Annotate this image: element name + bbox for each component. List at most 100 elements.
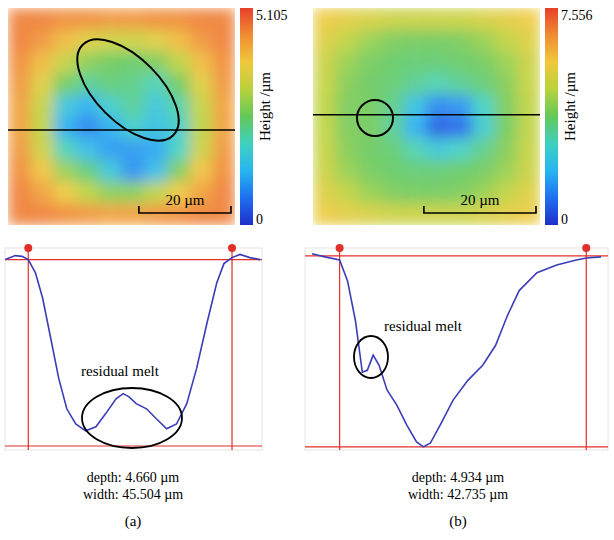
- heat-cell: [212, 30, 235, 52]
- heat-cell: [381, 160, 404, 182]
- colorbar-tick-label: 7.556: [561, 8, 593, 23]
- heat-cell: [336, 160, 359, 182]
- heat-cell: [495, 73, 518, 95]
- heat-cell: [381, 51, 404, 73]
- heat-cell: [76, 117, 99, 139]
- heat-cell: [313, 182, 336, 204]
- heat-cell: [358, 203, 381, 225]
- heat-cell: [53, 73, 76, 95]
- heat-cell: [313, 73, 336, 95]
- heat-cell: [76, 8, 99, 30]
- width-marker: [336, 244, 344, 252]
- heat-cell: [404, 8, 427, 30]
- heat-cell: [167, 8, 190, 30]
- heat-cell: [190, 30, 213, 52]
- heat-cell: [122, 182, 145, 204]
- heat-cell: [212, 138, 235, 160]
- scale-bar-label: 20 µm: [165, 192, 204, 208]
- depth-line: [5, 259, 262, 260]
- heat-cell: [76, 182, 99, 204]
- heat-cell: [404, 73, 427, 95]
- heat-cell: [212, 160, 235, 182]
- profile-plot: [5, 248, 262, 450]
- heat-cell: [8, 95, 31, 117]
- heat-cell: [336, 73, 359, 95]
- heat-cell: [381, 73, 404, 95]
- profile-curve: [312, 254, 601, 447]
- height-map: [313, 8, 540, 225]
- heat-cell: [313, 30, 336, 52]
- width-line: [231, 248, 232, 450]
- heat-cell: [31, 117, 54, 139]
- heat-cell: [449, 30, 472, 52]
- heat-cell: [449, 73, 472, 95]
- heat-cell: [8, 117, 31, 139]
- heat-cell: [313, 51, 336, 73]
- heat-cell: [427, 8, 450, 30]
- heat-cell: [517, 30, 540, 52]
- heat-cell: [53, 117, 76, 139]
- profile-line: [8, 129, 235, 131]
- heat-cell: [517, 51, 540, 73]
- colorbar-tick-label: 0: [561, 212, 568, 227]
- width-marker: [582, 244, 590, 252]
- heat-cell: [212, 8, 235, 30]
- heat-cell: [31, 51, 54, 73]
- heat-cell: [190, 95, 213, 117]
- heat-cell: [404, 51, 427, 73]
- heat-cell: [167, 138, 190, 160]
- heat-cell: [313, 160, 336, 182]
- heat-cell: [144, 8, 167, 30]
- heat-cell: [495, 51, 518, 73]
- heat-cell: [8, 30, 31, 52]
- annotation-label: residual melt: [81, 363, 160, 379]
- heat-cell: [190, 8, 213, 30]
- heat-cell: [358, 30, 381, 52]
- scale-bar-label: 20 µm: [460, 192, 499, 208]
- heat-cell: [31, 160, 54, 182]
- heat-cell: [427, 160, 450, 182]
- heat-cell: [336, 95, 359, 117]
- heat-cell: [495, 95, 518, 117]
- bottom-line: [305, 446, 608, 447]
- heat-cell: [76, 95, 99, 117]
- heat-cell: [190, 138, 213, 160]
- heat-cell: [31, 182, 54, 204]
- heat-cell: [212, 182, 235, 204]
- heat-cell: [495, 117, 518, 139]
- heat-cell: [99, 117, 122, 139]
- heat-cell: [31, 8, 54, 30]
- heat-cell: [53, 51, 76, 73]
- annotation-label: residual melt: [384, 318, 463, 334]
- heat-cell: [122, 8, 145, 30]
- heat-cell: [449, 95, 472, 117]
- heat-cell: [313, 95, 336, 117]
- heat-cell: [336, 51, 359, 73]
- heat-cell: [472, 30, 495, 52]
- heat-cell: [404, 95, 427, 117]
- annotation-ellipse: [60, 22, 196, 158]
- heat-cell: [76, 160, 99, 182]
- heat-cell: [212, 117, 235, 139]
- heat-cell: [358, 160, 381, 182]
- depth-label: depth: 4.934 µm: [412, 470, 505, 485]
- heat-cell: [31, 95, 54, 117]
- heat-cell: [336, 30, 359, 52]
- annotation-ellipse: [82, 388, 182, 448]
- heat-cell: [212, 73, 235, 95]
- heat-cell: [53, 138, 76, 160]
- heat-cell: [190, 51, 213, 73]
- heat-cell: [144, 117, 167, 139]
- heat-cell: [8, 160, 31, 182]
- panel-label: (b): [449, 513, 467, 530]
- heat-cell: [427, 30, 450, 52]
- heat-cell: [517, 182, 540, 204]
- heat-cell: [381, 182, 404, 204]
- heat-cell: [336, 8, 359, 30]
- heat-cell: [53, 203, 76, 225]
- heat-cell: [381, 138, 404, 160]
- heat-cell: [53, 30, 76, 52]
- heat-cell: [122, 73, 145, 95]
- panel-label: (a): [125, 513, 142, 530]
- heat-cell: [472, 95, 495, 117]
